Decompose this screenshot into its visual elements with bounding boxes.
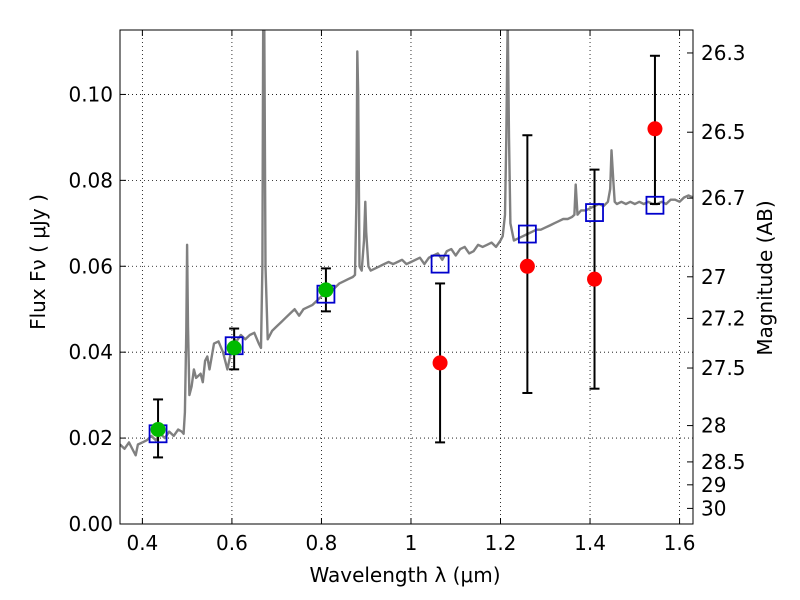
x-tick-label: 0.6 [216,531,248,555]
y-tick-label: 0.08 [68,168,113,192]
x-tick-label: 0.4 [126,531,158,555]
magnitude-axis-label: Magnitude (AB) [753,200,777,355]
photometry-point [647,121,663,137]
x-tick-label: 1.4 [574,531,606,555]
spectrum-line [120,30,693,457]
magnitude-tick-label: 28.5 [701,450,746,474]
x-tick-label: 0.8 [306,531,338,555]
photometry-point [432,355,448,371]
detection-point [318,282,334,298]
magnitude-tick-label: 27.2 [701,306,746,330]
y-tick-label: 0.06 [68,254,113,278]
axes: 0.4 0.6 0.8 1 1.2 1.4 1.6 0.00 0.02 0.04 0.06 0.08 0… [68,30,746,555]
spectrum-layer [120,30,693,457]
model-box-marker [430,254,450,274]
magnitude-tick-label: 26.5 [701,120,746,144]
y-tick-label: 0.04 [68,340,113,364]
magnitude-tick-label: 27.5 [701,356,746,380]
magnitude-tick-label: 30 [701,496,726,520]
x-tick-label: 1 [405,531,418,555]
x-axis-label: Wavelength λ (μm) [309,563,500,587]
photometry-point [519,258,535,274]
y-tick-label: 0.00 [68,512,113,536]
model-box-marker [645,195,665,215]
model-box-layer [148,195,665,444]
y-axis-label: Flux Fν ( μJy ) [26,194,50,330]
y-tick-label: 0.02 [68,426,113,450]
x-tick-label: 1.6 [664,531,696,555]
magnitude-tick-label: 26.3 [701,41,746,65]
detection-point [226,340,242,356]
magnitude-tick-label: 26.7 [701,186,746,210]
x-tick-label: 1.2 [485,531,517,555]
model-box-marker [517,224,537,244]
photometry-point [587,271,603,287]
point-layer [150,121,663,437]
y-tick-label: 0.10 [68,82,113,106]
magnitude-tick-label: 29 [701,473,726,497]
magnitude-tick-label: 28 [701,414,726,438]
model-box-marker [585,203,604,222]
magnitude-tick-label: 27 [701,265,726,289]
detection-point [150,421,166,437]
